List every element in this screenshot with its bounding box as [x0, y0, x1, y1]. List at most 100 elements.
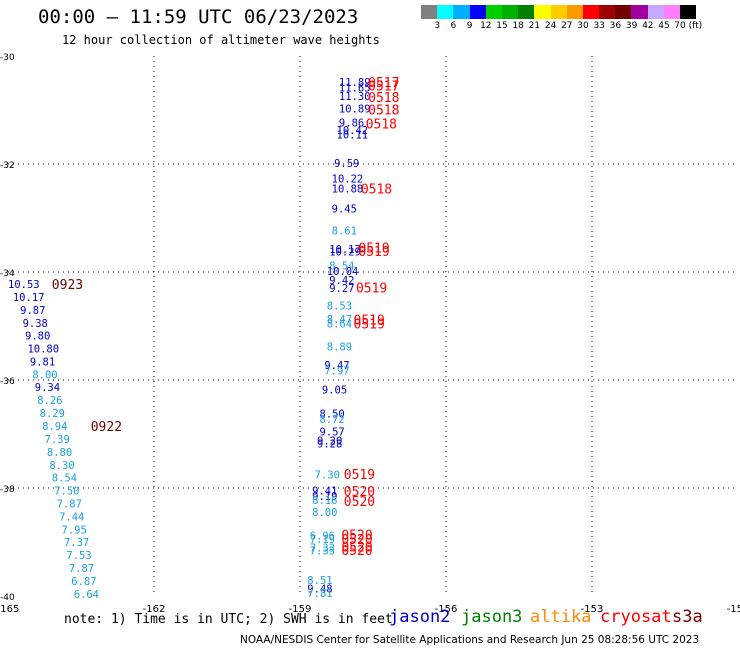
x-tick-label: -159: [289, 604, 312, 615]
satellite-jason2: jason2: [389, 607, 451, 627]
y-tick-label: -30: [0, 53, 15, 63]
swh-value: 8.54: [329, 261, 354, 273]
legend-swatch: [485, 5, 502, 19]
swh-value: 8.16: [312, 495, 337, 507]
swh-value: 7.50: [54, 486, 79, 498]
time-label: 0520: [341, 544, 372, 559]
swh-value: 9.59: [334, 158, 359, 170]
swh-value: 8.29: [40, 408, 65, 420]
swh-value: 8.47: [327, 314, 352, 326]
time-label: 0519: [354, 317, 385, 332]
legend-swatch: [599, 5, 616, 19]
time-label: 0518: [361, 182, 392, 197]
swh-value: 9.27: [329, 283, 354, 295]
swh-value: 7.81: [307, 588, 332, 600]
swh-value: 7.35: [310, 546, 335, 558]
legend-swatch: [566, 5, 583, 19]
swh-value: 7.33: [310, 542, 335, 554]
legend-swatch: [631, 5, 648, 19]
swh-value: 10.04: [327, 266, 359, 278]
legend-label: 21: [528, 21, 541, 31]
time-label: 0520: [344, 495, 375, 510]
legend-swatch: [663, 5, 680, 19]
time-label: 0520: [344, 485, 375, 500]
legend-label: 6: [450, 21, 457, 31]
time-label: 0520: [341, 528, 372, 543]
swh-value: 7.87: [57, 499, 82, 511]
time-label: 0518: [368, 103, 399, 118]
legend-label: 33: [593, 21, 605, 31]
swh-value: 7.87: [69, 563, 94, 575]
time-label: 0517: [368, 80, 399, 95]
swh-value: 6.96: [310, 531, 335, 543]
swh-value: 8.00: [312, 507, 337, 519]
swh-value: 11.65: [339, 82, 371, 94]
x-tick-label: -150: [727, 604, 740, 615]
time-label: 0518: [368, 91, 399, 106]
satellite-jason3: jason3: [461, 607, 523, 627]
swh-value: 7.97: [324, 365, 349, 377]
time-label: 0518: [366, 118, 397, 133]
swh-value: 8.80: [47, 447, 72, 459]
legend-swatch: [469, 5, 486, 19]
legend-label: 39: [625, 21, 638, 31]
swh-value: 7.95: [62, 525, 87, 537]
legend-label: 36: [609, 21, 622, 31]
swh-value: 9.38: [23, 318, 48, 330]
legend-label: 15: [496, 21, 508, 31]
legend-label: 27: [561, 21, 573, 31]
legend-swatch: [615, 5, 632, 19]
swh-value: 8.94: [42, 421, 67, 433]
legend-swatch: [437, 5, 454, 19]
satellite-altika: altika: [530, 607, 592, 627]
y-tick-label: -34: [0, 269, 15, 279]
footer-credit: NOAA/NESDIS Center for Satellite Applica…: [240, 634, 700, 646]
time-label: 0923: [52, 278, 83, 293]
swh-value: 8.54: [52, 473, 77, 485]
time-label: 0520: [341, 540, 372, 555]
x-tick-label: -156: [435, 604, 458, 615]
legend-label: 45: [658, 21, 670, 31]
swh-value: 9.48: [307, 583, 332, 595]
swh-value: 8.61: [332, 225, 357, 237]
swh-value: 10.80: [27, 344, 59, 356]
swh-value: 9.19: [312, 491, 337, 503]
swh-value: 9.57: [319, 426, 344, 438]
swh-value: 10.42: [337, 125, 369, 137]
swh-value: 7.53: [66, 550, 91, 562]
units-note: note: 1) Time is in UTC; 2) SWH is in fe…: [64, 612, 393, 627]
legend-swatch: [534, 5, 551, 19]
legend-labels: 3 6 9 12 15 18 21 24 27 30 33 36 39 42 45 70 (ft): [421, 19, 731, 33]
swh-value: 9.87: [20, 305, 45, 317]
swh-value: 8.53: [327, 300, 352, 312]
swh-value: 6.87: [71, 576, 96, 588]
time-label: 0519: [358, 242, 389, 257]
swh-value: 9.20: [317, 435, 342, 447]
legend-label: 9: [466, 21, 473, 31]
legend-swatch: [550, 5, 567, 19]
page-title: 00:00 – 11:59 UTC 06/23/2023: [38, 6, 359, 28]
swh-value: 10.17: [13, 292, 45, 304]
swh-value: 9.28: [317, 439, 342, 451]
swh-value: 9.86: [339, 117, 364, 129]
swh-value: 8.30: [49, 460, 74, 472]
x-tick-label: -153: [581, 604, 604, 615]
time-label: 0519: [354, 314, 385, 329]
swh-value: 8.89: [327, 342, 352, 354]
swh-value: 9.05: [322, 385, 347, 397]
legend-swatch: [647, 5, 664, 19]
swh-value: 8.64: [327, 318, 352, 330]
swh-value: 8.72: [319, 414, 344, 426]
legend-swatch: [453, 5, 470, 19]
swh-value: 7.39: [45, 434, 70, 446]
swh-value: 9.81: [30, 357, 55, 369]
swh-value: 9.42: [329, 275, 354, 287]
swh-value: 9.34: [35, 382, 60, 394]
swh-value: 7.19: [310, 534, 335, 546]
swh-value: 10.53: [8, 279, 40, 291]
swh-value: 7.30: [315, 470, 340, 482]
legend-swatch: [680, 5, 697, 19]
legend-swatch: [421, 5, 438, 19]
legend-label: 70 (ft): [674, 21, 703, 31]
